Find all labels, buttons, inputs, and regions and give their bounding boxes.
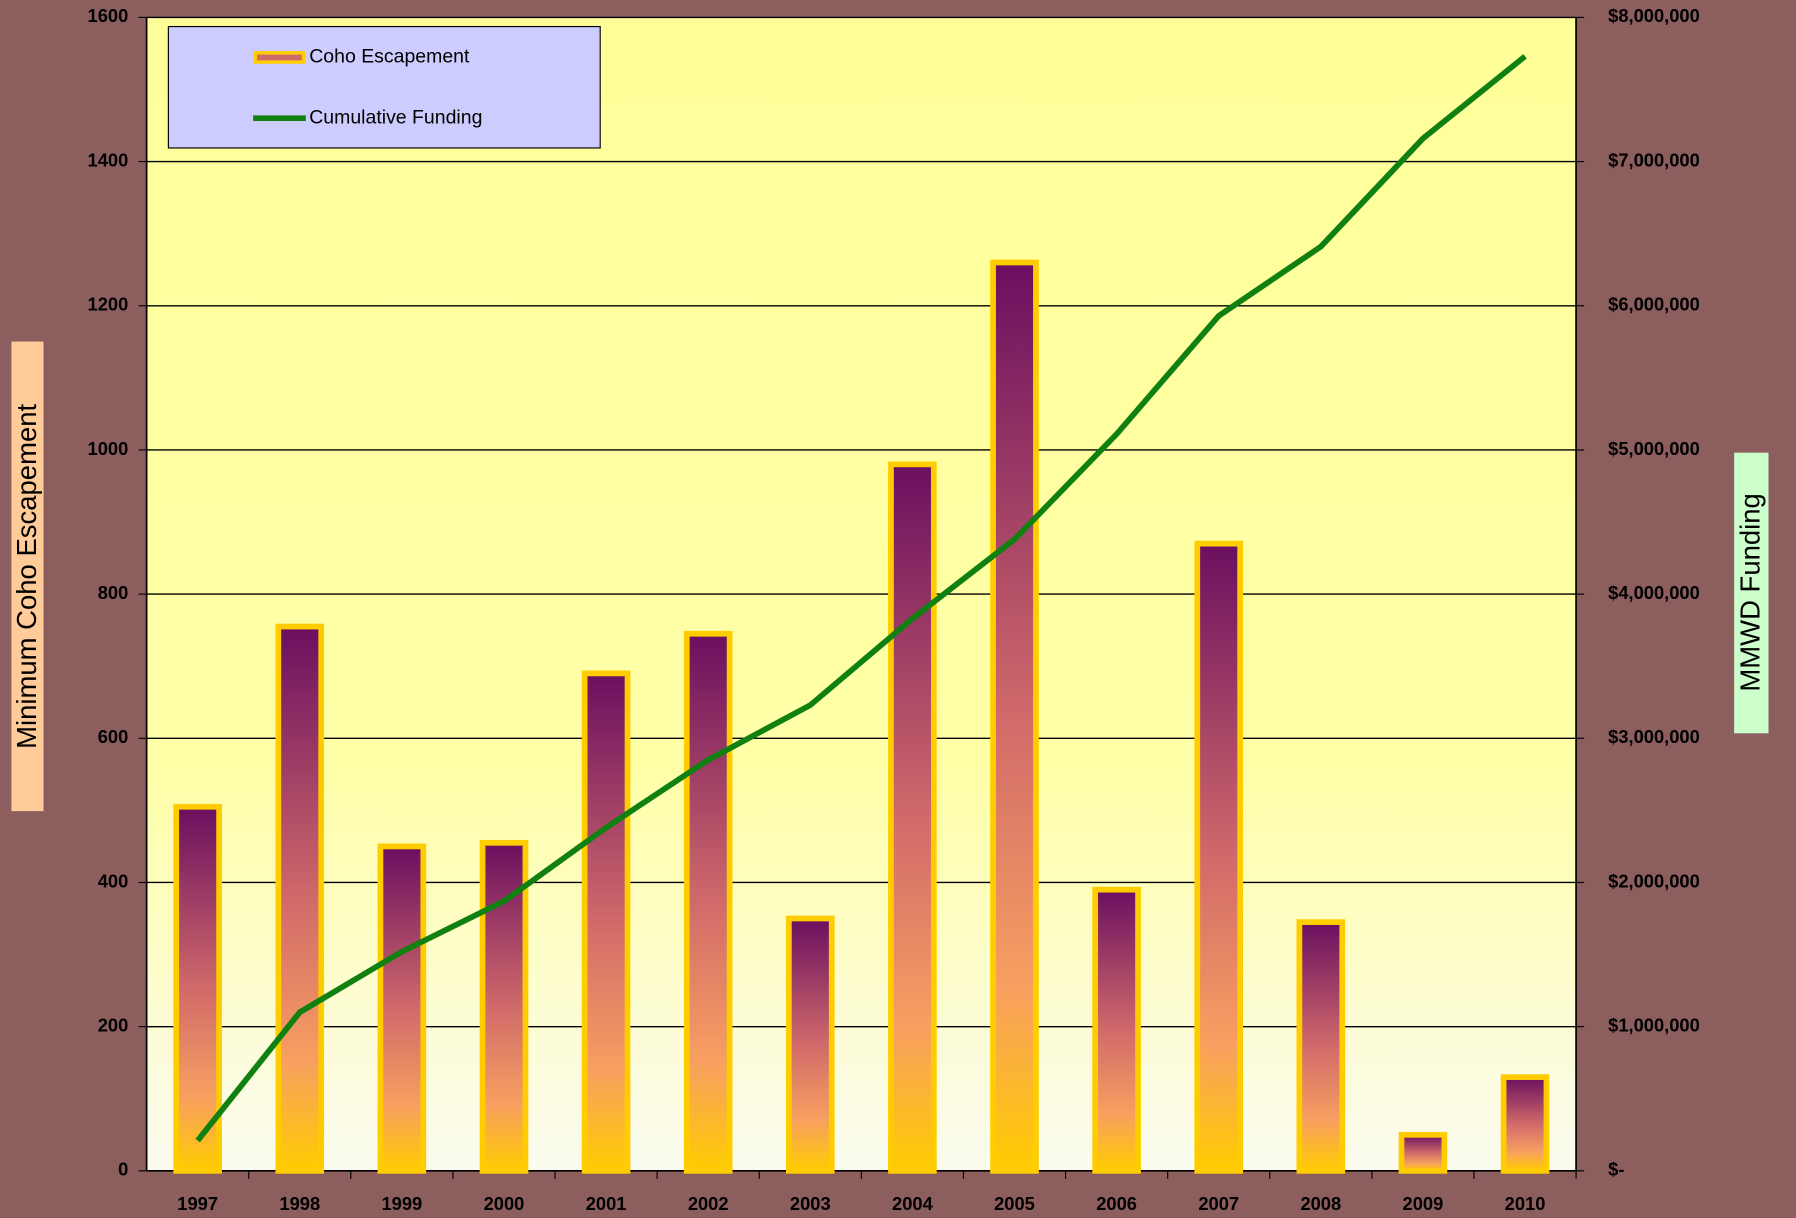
- bar: [990, 259, 1039, 1174]
- x-tick-label: 1997: [177, 1193, 218, 1214]
- bar: [1194, 540, 1244, 1174]
- y2-tick-label: $-: [1608, 1159, 1624, 1180]
- bar: [581, 670, 631, 1174]
- bar: [1500, 1074, 1550, 1174]
- x-tick-label: 2007: [1198, 1193, 1239, 1214]
- bar: [683, 630, 733, 1174]
- y2-tick-label: $8,000,000: [1608, 5, 1700, 26]
- y2-label-bg: [1734, 452, 1769, 734]
- bar: [275, 623, 325, 1174]
- y-tick-label: 200: [98, 1014, 129, 1035]
- legend-label: Coho Escapement: [309, 46, 470, 68]
- bar: [888, 461, 937, 1174]
- y2-tick-label: $1,000,000: [1608, 1014, 1700, 1035]
- y2-tick-label: $7,000,000: [1608, 149, 1700, 170]
- x-tick-label: 2002: [688, 1193, 729, 1214]
- x-tick-label: 2010: [1505, 1193, 1546, 1214]
- x-tick-label: 1998: [279, 1193, 320, 1214]
- bar: [479, 839, 529, 1174]
- y-axis-label: Minimum Coho Escapement: [11, 403, 42, 748]
- bar: [1092, 886, 1141, 1174]
- y2-tick-label: $4,000,000: [1608, 582, 1700, 603]
- y2-tick-label: $5,000,000: [1608, 438, 1700, 459]
- x-tick-label: 2009: [1403, 1193, 1444, 1214]
- x-tick-label: 2000: [484, 1193, 525, 1214]
- x-tick-label: 2006: [1096, 1193, 1137, 1214]
- y2-axis-label: MMWD Funding: [1735, 493, 1766, 691]
- y2-tick-label: $2,000,000: [1608, 870, 1700, 891]
- bar: [785, 915, 835, 1174]
- legend-box: [167, 25, 601, 149]
- bar: [1398, 1131, 1448, 1174]
- y-label-bg: [11, 341, 44, 812]
- y-tick-label: 1200: [88, 294, 129, 315]
- x-tick-label: 2008: [1300, 1193, 1341, 1214]
- y-tick-label: 1000: [88, 438, 129, 459]
- y-tick-label: 400: [98, 870, 129, 891]
- x-tick-label: 2004: [892, 1193, 934, 1214]
- bar: [173, 803, 222, 1174]
- y2-tick-label: $6,000,000: [1608, 294, 1700, 315]
- line-series: [195, 54, 1527, 1143]
- y2-tick-label: $3,000,000: [1608, 726, 1700, 747]
- legend-label: Cumulative Funding: [309, 106, 482, 128]
- x-tick-label: 2003: [790, 1193, 831, 1214]
- y-tick-label: 800: [98, 582, 129, 603]
- y-tick-label: 600: [98, 726, 129, 747]
- bar: [377, 843, 427, 1174]
- x-tick-label: 2001: [586, 1193, 627, 1214]
- y-tick-label: 1600: [88, 5, 129, 26]
- legend: Coho Escapement Cumulative Funding: [167, 25, 601, 149]
- bar: [1296, 919, 1346, 1174]
- y-tick-label: 1400: [88, 149, 129, 170]
- legend-swatch: [253, 51, 306, 64]
- y-tick-label: 0: [118, 1159, 128, 1180]
- x-tick-label: 1999: [381, 1193, 422, 1214]
- x-tick-label: 2005: [994, 1193, 1035, 1214]
